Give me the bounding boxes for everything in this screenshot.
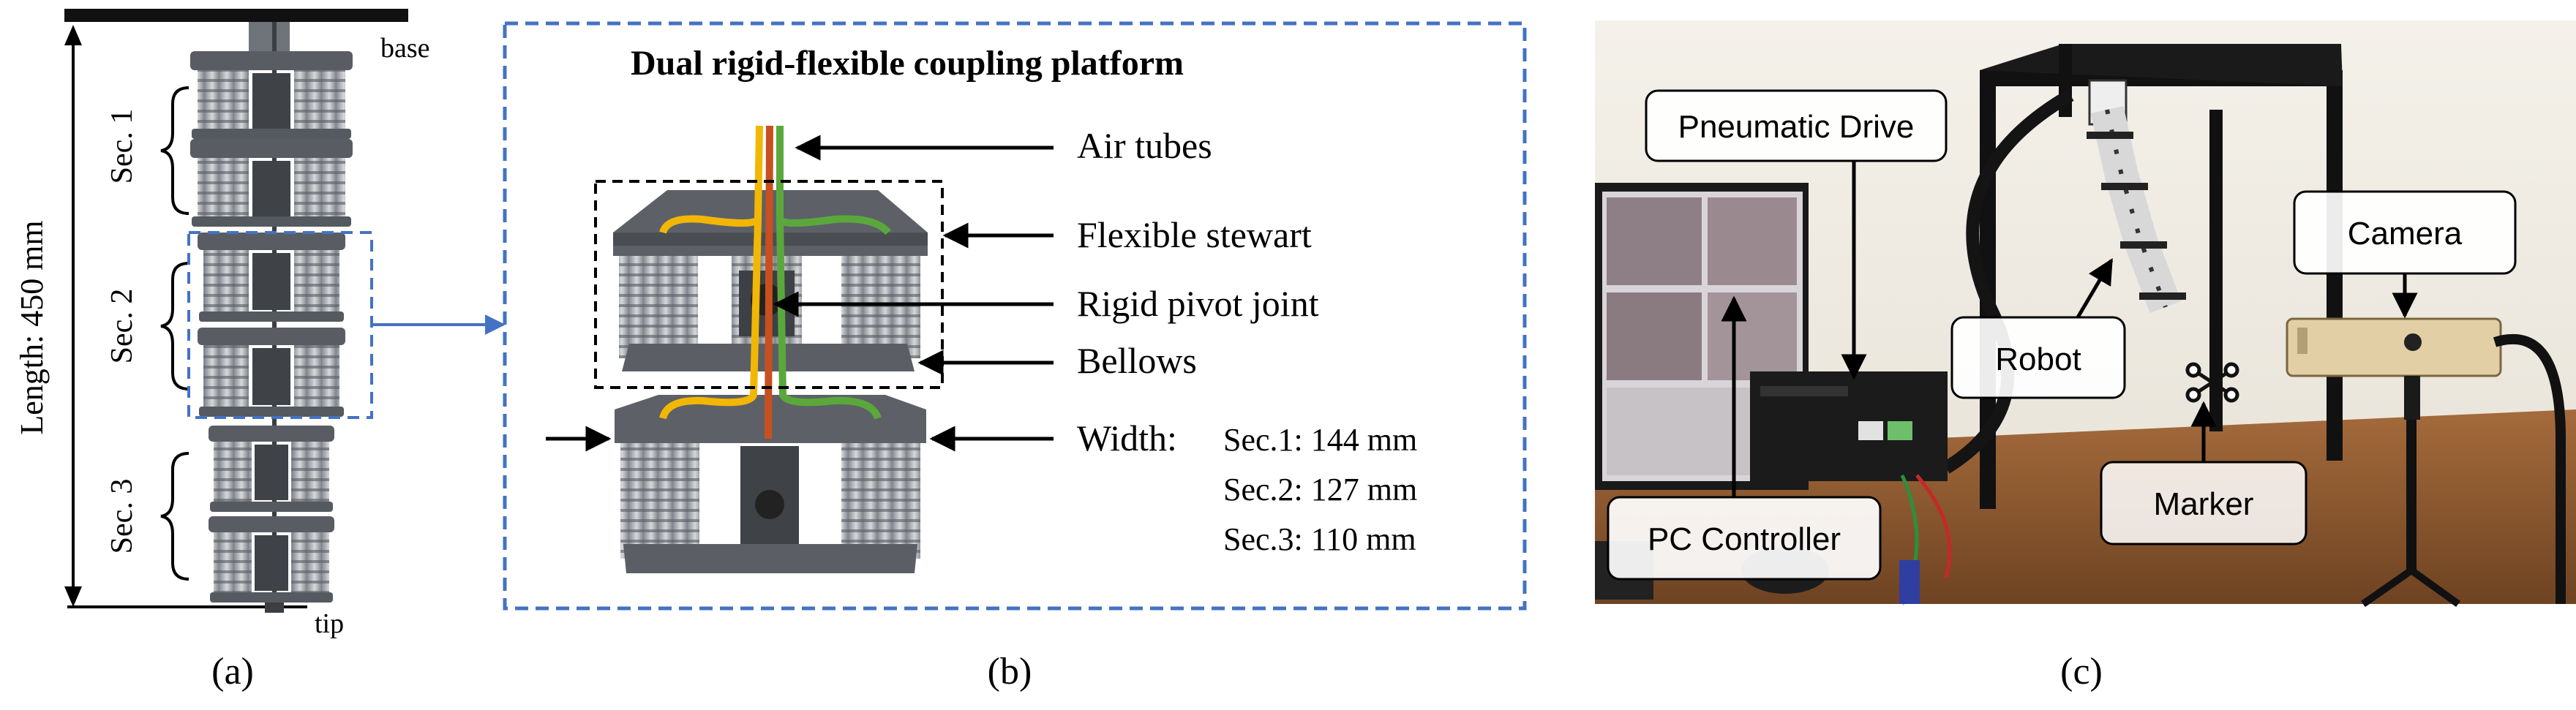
label-box-pc-controller xyxy=(1607,496,1882,581)
panel-b-frame xyxy=(503,21,1527,611)
callout-rigid-pivot-joint: Rigid pivot joint xyxy=(1077,283,1319,324)
brace-sec1 xyxy=(160,86,189,215)
base-plate xyxy=(64,9,408,22)
marker-target xyxy=(2185,362,2239,403)
section-label-3: Sec. 3 xyxy=(105,479,139,554)
callout-flexible-stewart: Flexible stewart xyxy=(1077,214,1312,255)
panel-b-label: (b) xyxy=(988,651,1032,692)
section-label-2: Sec. 2 xyxy=(105,289,139,364)
label-robot: Robot xyxy=(1995,341,2081,377)
panel-b-title: Dual rigid-flexible coupling platform xyxy=(631,44,1184,83)
callout-width: Width: xyxy=(1077,418,1177,458)
width-sec1: Sec.1: 144 mm xyxy=(1223,422,1417,458)
tip-label: tip xyxy=(315,608,344,639)
label-pneumatic-drive: Pneumatic Drive xyxy=(1678,109,1915,145)
flexible-stewart-box xyxy=(594,180,944,389)
brace-sec3 xyxy=(160,452,189,581)
label-pc-controller: PC Controller xyxy=(1648,521,1841,557)
label-box-robot xyxy=(1950,316,2126,399)
label-box-pneumatic-drive xyxy=(1645,89,1948,162)
robot-stack xyxy=(190,22,353,613)
section-label-1: Sec. 1 xyxy=(105,109,139,184)
robot xyxy=(2087,79,2186,314)
callout-bellows: Bellows xyxy=(1077,340,1197,381)
panel-a: base Length: 450 mm xyxy=(14,9,506,692)
base-label: base xyxy=(380,33,430,64)
panel-b: Dual rigid-flexible coupling platform xyxy=(503,21,1527,692)
panel-a-label: (a) xyxy=(211,651,254,692)
label-marker: Marker xyxy=(2154,486,2254,522)
camera-device xyxy=(2286,317,2566,608)
label-camera: Camera xyxy=(2348,216,2463,252)
length-label: Length: 450 mm xyxy=(14,220,50,434)
width-sec3: Sec.3: 110 mm xyxy=(1223,521,1416,557)
width-sec2: Sec.2: 127 mm xyxy=(1223,472,1417,507)
platform-illustration xyxy=(613,125,928,573)
panel-c: Pneumatic Drive Camera Robot Marker PC C… xyxy=(1595,20,2576,692)
panel-c-label: (c) xyxy=(2060,651,2103,692)
brace-sec2 xyxy=(160,262,189,390)
callout-air-tubes: Air tubes xyxy=(1077,125,1212,166)
